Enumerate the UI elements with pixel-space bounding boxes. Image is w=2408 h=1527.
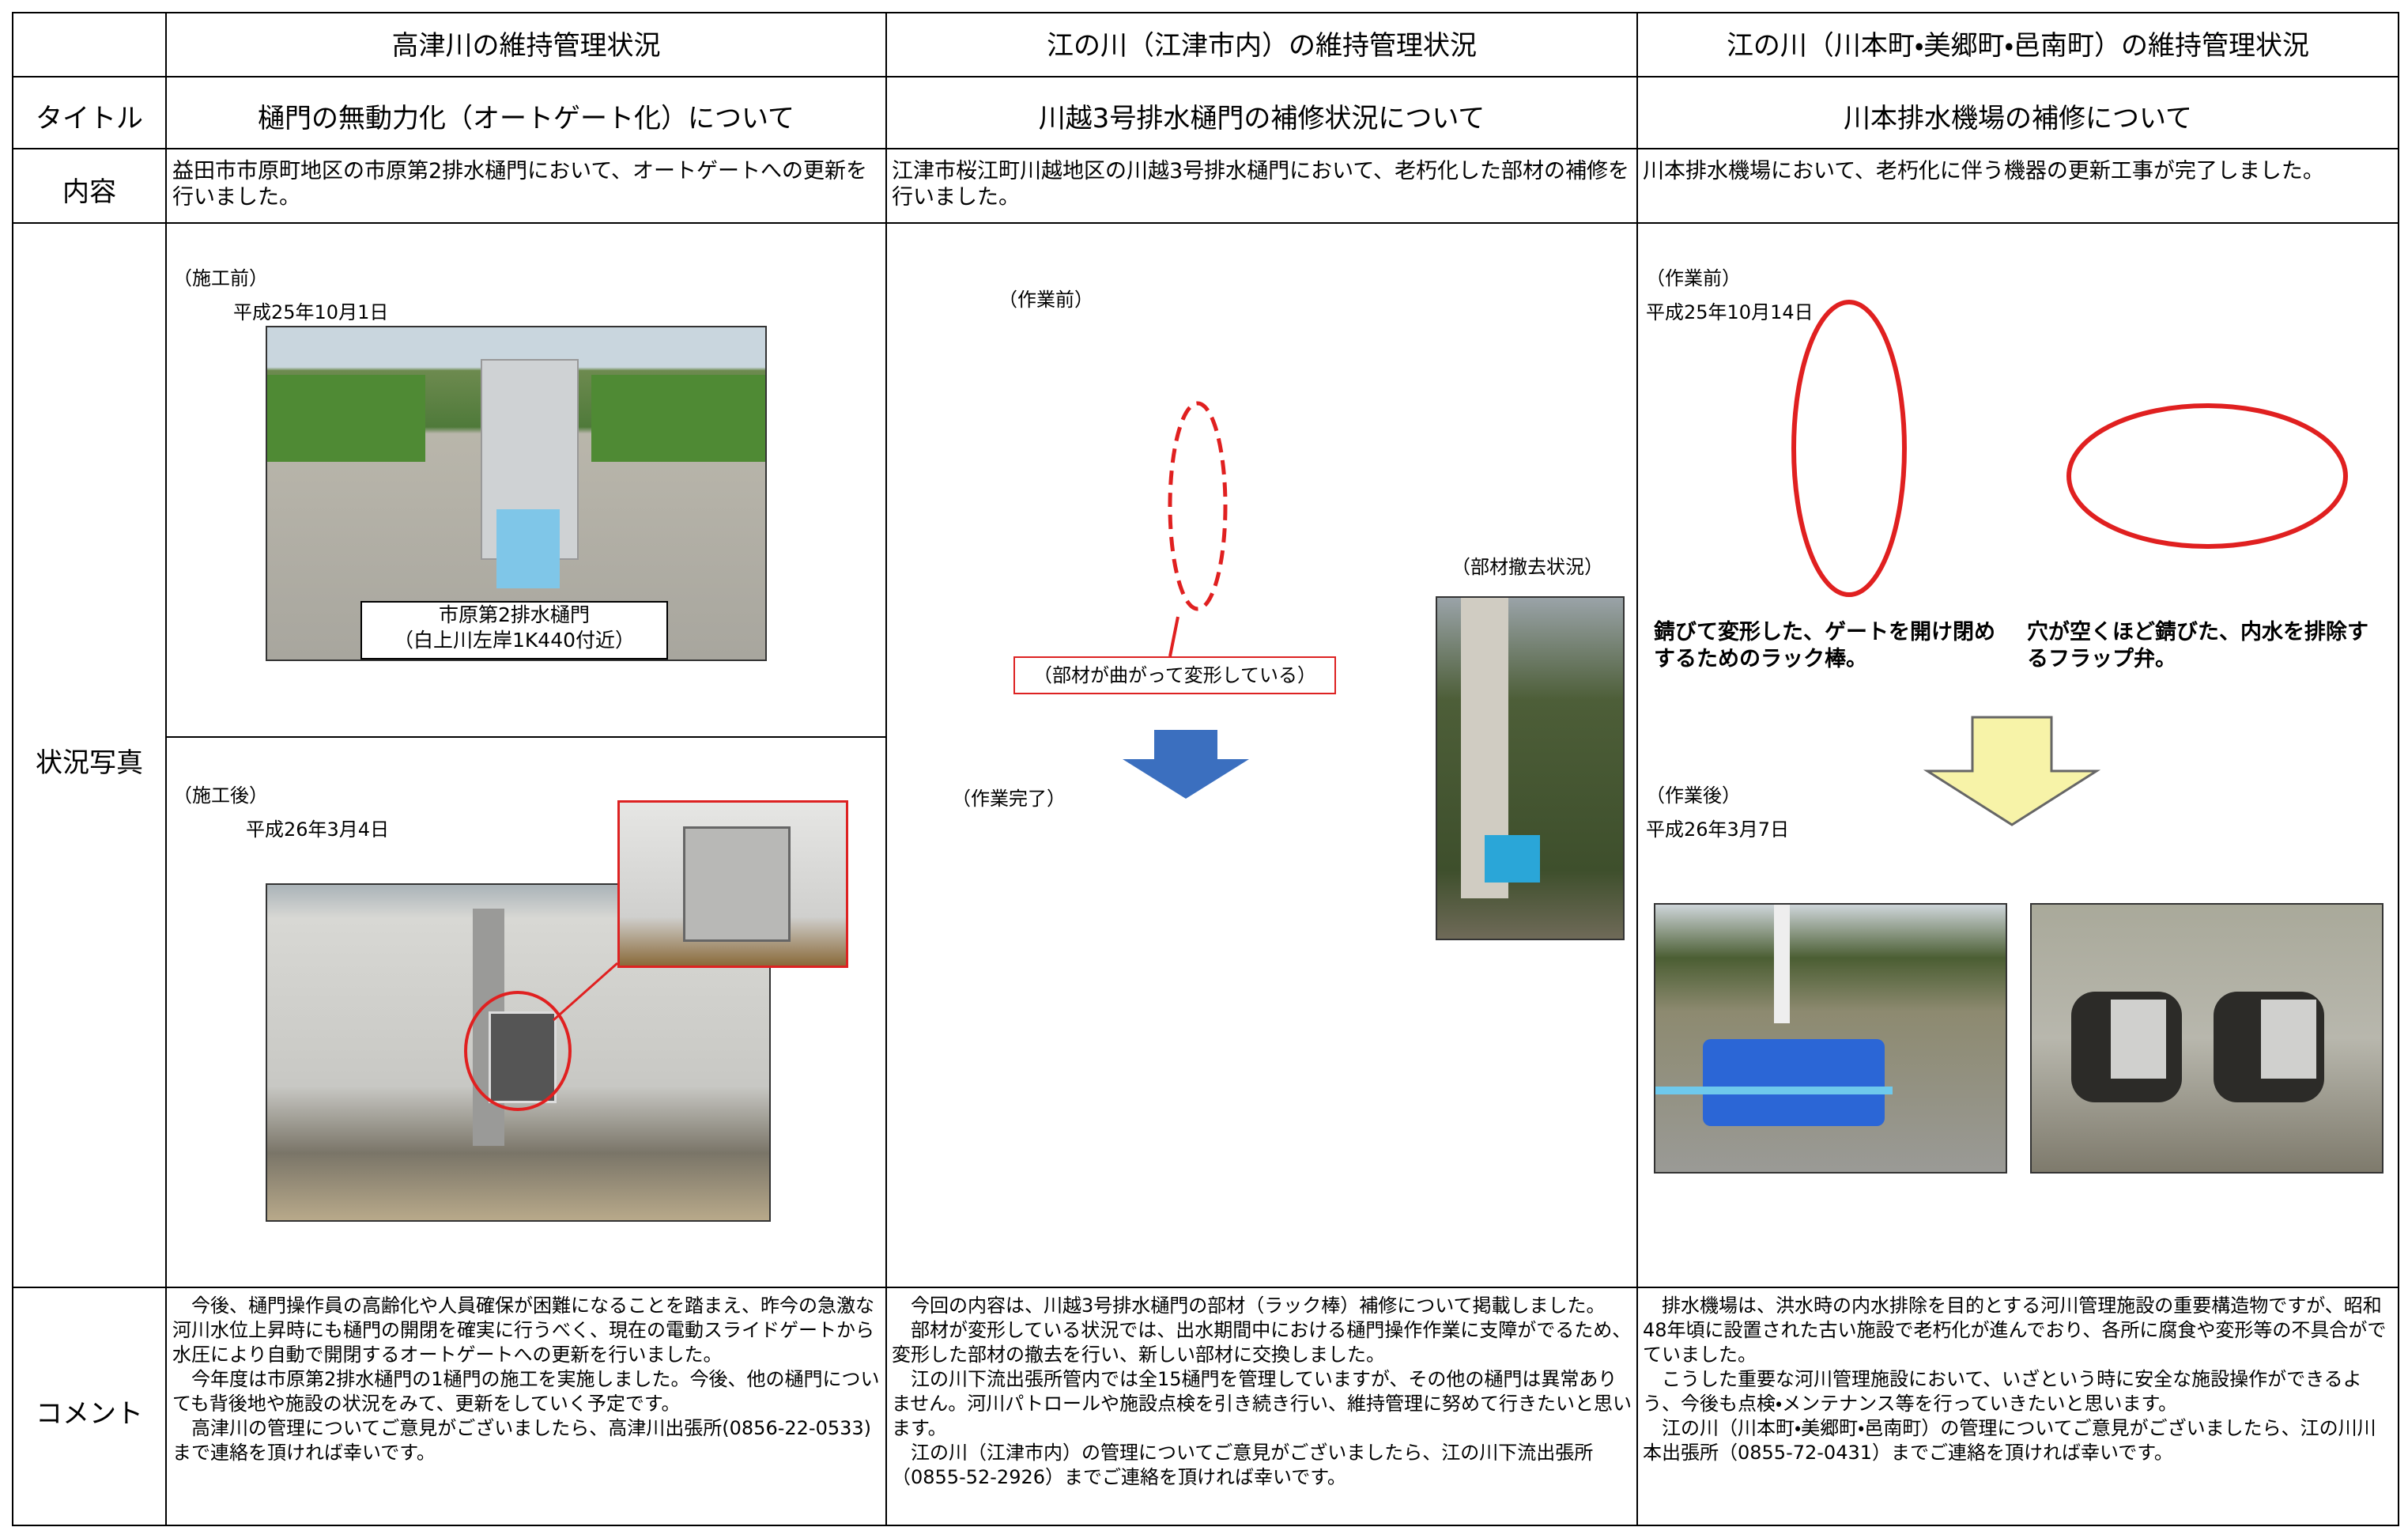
content-cell: 江津市桜江町川越地区の川越3号排水樋門において、老朽化した部材の補修を行いました… — [892, 159, 1630, 210]
title-cell: 樋門の無動力化（オートゲート化）について — [258, 103, 794, 134]
photo-caption: （施工前） — [173, 267, 268, 289]
photo-date: 平成25年10月14日 — [1646, 301, 1814, 323]
photo-caption: （作業後） — [1646, 784, 1741, 807]
row-label: コメント — [36, 1398, 143, 1430]
photo-note: 錆びて変形した、ゲートを開け閉めするためのラック棒。 — [1654, 620, 1995, 671]
photo-date: 平成26年3月7日 — [1646, 818, 1790, 841]
row-label: 内容 — [62, 176, 116, 208]
comment-paragraph: 部材が変形している状況では、出水期間中における樋門操作作業に支障がでるため、変形… — [892, 1319, 1632, 1366]
content-cell: 益田市市原町地区の市原第2排水樋門において、オートゲートへの更新を行いました。 — [172, 159, 868, 210]
title-cell: 川本排水機場の補修について — [1844, 103, 2192, 134]
photo — [1436, 596, 1625, 940]
comment-paragraph: 今後、樋門操作員の高齢化や人員確保が困難になることを踏まえ、昨今の急激な河川水位… — [172, 1295, 874, 1366]
gate-location: （白上川左岸1K440付近） — [393, 629, 636, 652]
photo — [1654, 903, 2007, 1174]
comment-paragraph: 今年度は市原第2排水樋門の1樋門の施工を実施しました。今後、他の樋門についても背… — [172, 1368, 880, 1415]
comment-paragraph: 江の川下流出張所管内では全15樋門を管理していますが、その他の樋門は異常ありませ… — [892, 1368, 1632, 1439]
title-cell: 川越3号排水樋門の補修状況について — [1038, 103, 1485, 134]
comment-paragraph: 高津川の管理についてご意見がございましたら、高津川出張所(0856-22-053… — [172, 1417, 872, 1464]
photo-date: 平成25年10月1日 — [233, 301, 389, 323]
photo-caption: （部材撤去状況） — [1451, 556, 1603, 578]
content-cell: 川本排水機場において、老朽化に伴う機器の更新工事が完了しました。 — [1643, 159, 2324, 183]
photo-caption: （作業前） — [1646, 267, 1741, 289]
gate-name: 市原第2排水樋門 — [439, 603, 590, 626]
photo-caption: （作業完了） — [952, 788, 1066, 810]
comment-paragraph: こうした重要な河川管理施設において、いざという時に安全な施設操作ができるよう、今… — [1643, 1368, 2362, 1415]
column-header: 高津川の維持管理状況 — [391, 30, 661, 62]
photo-date: 平成26年3月4日 — [246, 818, 390, 841]
comment-paragraph: 今回の内容は、川越3号排水樋門の部材（ラック棒）補修について掲載しました。 — [911, 1295, 1606, 1317]
photo-caption: （施工後） — [173, 784, 268, 807]
photo — [2030, 903, 2383, 1174]
photo-label: （部材が曲がって変形している） — [1013, 656, 1336, 694]
comment-cell: 排水機場は、洪水時の内水排除を目的とする河川管理施設の重要構造物ですが、昭和48… — [1643, 1294, 2394, 1465]
comment-cell: 今回の内容は、川越3号排水樋門の部材（ラック棒）補修について掲載しました。 部材… — [892, 1294, 1633, 1490]
comment-paragraph: 江の川（江津市内）の管理についてご意見がございましたら、江の川下流出張所（085… — [892, 1442, 1594, 1488]
comment-cell: 今後、樋門操作員の高齢化や人員確保が困難になることを踏まえ、昨今の急激な河川水位… — [172, 1294, 881, 1465]
column-header: 江の川（川本町・美郷町・邑南町）の維持管理状況 — [1726, 30, 2310, 62]
column-header: 江の川（江津市内）の維持管理状況 — [1047, 30, 1477, 62]
row-label: 状況写真 — [36, 747, 143, 779]
comment-paragraph: 排水機場は、洪水時の内水排除を目的とする河川管理施設の重要構造物ですが、昭和48… — [1643, 1295, 2387, 1366]
photo-note: 穴が空くほど錆びた、内水を排除するフラップ弁。 — [2027, 620, 2368, 671]
inset-photo — [617, 800, 848, 968]
comment-paragraph: 江の川（川本町・美郷町・邑南町）の管理についてご意見がございましたら、江の川川本… — [1643, 1417, 2376, 1464]
row-label: タイトル — [36, 103, 143, 134]
photo-caption: （作業前） — [998, 289, 1093, 311]
photo-label: 市原第2排水樋門 （白上川左岸1K440付近） — [360, 601, 668, 660]
